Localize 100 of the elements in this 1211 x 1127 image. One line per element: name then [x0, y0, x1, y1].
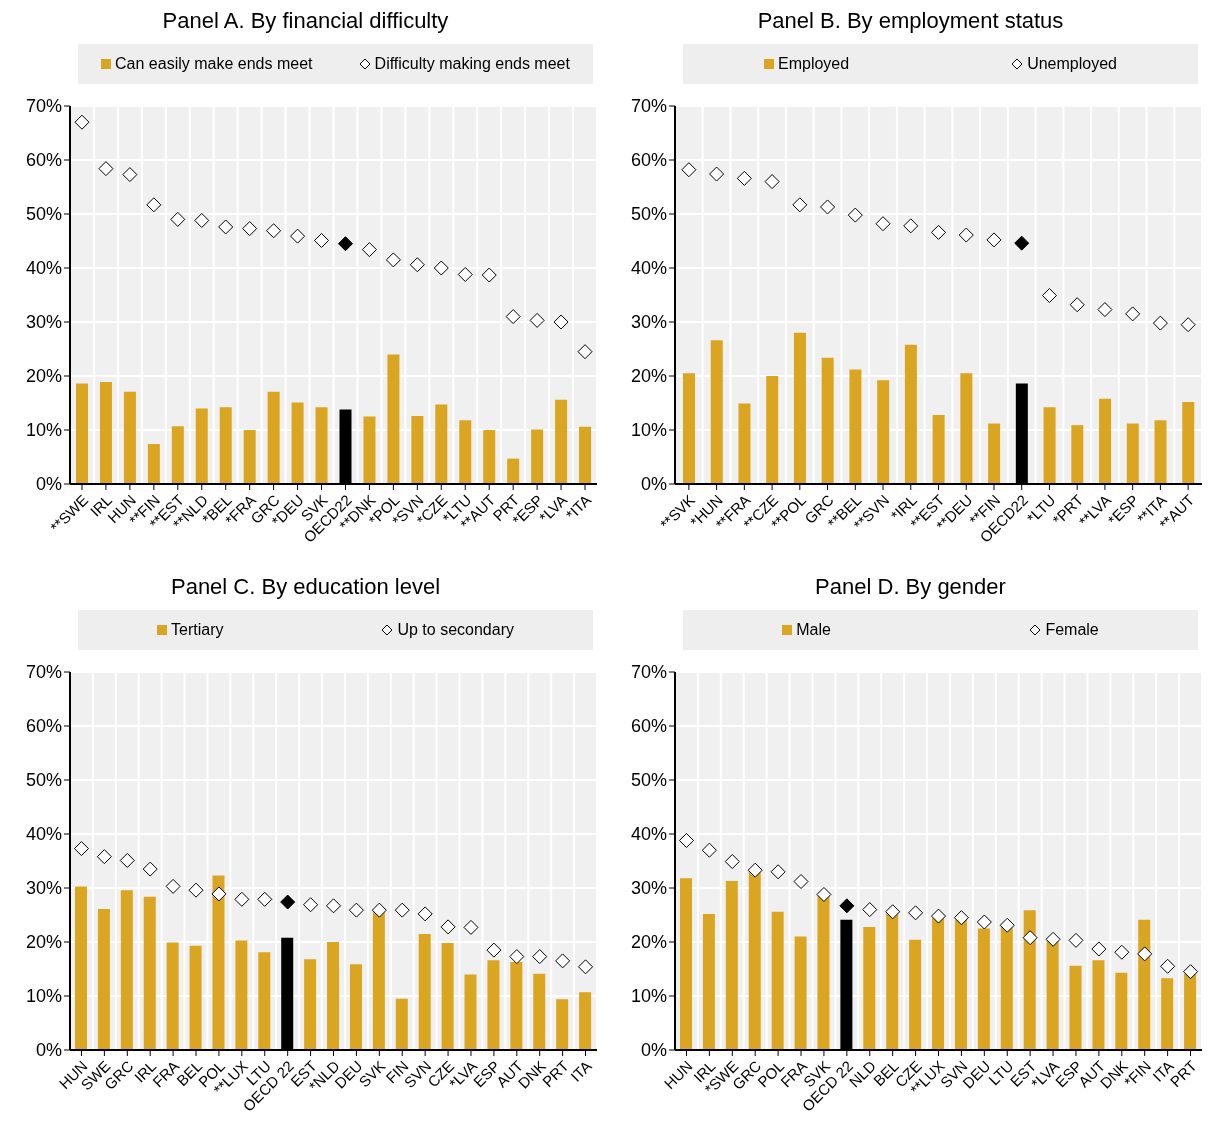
- bar: [97, 909, 110, 1050]
- bar: [510, 961, 523, 1050]
- bar: [195, 408, 208, 484]
- bar: [988, 423, 1001, 484]
- y-tick-label: 10%: [630, 986, 667, 1007]
- bar: [954, 919, 967, 1050]
- point: [908, 905, 924, 921]
- bar: [267, 391, 280, 484]
- y-tick-label: 70%: [25, 662, 62, 683]
- bar: [1023, 910, 1036, 1050]
- bar: [171, 426, 184, 484]
- point: [709, 166, 725, 182]
- y-tick-label: 20%: [630, 932, 667, 953]
- point: [481, 267, 497, 283]
- bar: [710, 340, 723, 484]
- point: [303, 897, 319, 913]
- point: [532, 949, 548, 965]
- point: [1091, 941, 1107, 957]
- y-tick-label: 50%: [630, 204, 667, 225]
- bar: [817, 895, 830, 1050]
- point: [98, 161, 114, 177]
- bar: [147, 444, 160, 484]
- point: [257, 891, 273, 907]
- bar: [877, 380, 890, 484]
- bar: [235, 940, 248, 1050]
- bar: [75, 886, 87, 1050]
- point: [958, 227, 974, 243]
- point: [73, 841, 89, 857]
- bar: [1043, 407, 1056, 484]
- point: [394, 902, 410, 918]
- bar: [794, 936, 807, 1050]
- bar: [960, 373, 973, 484]
- point: [885, 904, 901, 920]
- bar: [1069, 965, 1082, 1050]
- y-tick-label: 60%: [630, 150, 667, 171]
- point: [862, 902, 878, 918]
- bar: [363, 416, 376, 484]
- point: [218, 219, 234, 235]
- y-tick-label: 50%: [630, 770, 667, 791]
- point: [681, 162, 697, 178]
- point: [170, 211, 186, 227]
- bar: [435, 404, 448, 484]
- bar: [418, 933, 431, 1050]
- bar: [1182, 401, 1195, 484]
- bar: [372, 911, 385, 1050]
- point: [74, 114, 90, 130]
- bar: [579, 992, 592, 1050]
- point: [361, 242, 377, 258]
- bar: [395, 998, 408, 1050]
- legend-label: Employed: [777, 55, 850, 73]
- point: [820, 199, 836, 215]
- point: [931, 224, 946, 240]
- point: [875, 216, 891, 232]
- bar: [531, 429, 544, 484]
- point: [764, 174, 780, 190]
- bar: [1092, 960, 1105, 1050]
- point: [847, 207, 863, 223]
- y-tick-label: 30%: [630, 312, 667, 333]
- bar: [143, 896, 156, 1050]
- bar: [120, 890, 133, 1050]
- bar: [76, 383, 88, 484]
- bar: [725, 880, 738, 1050]
- bar: [886, 912, 899, 1050]
- point: [1069, 297, 1085, 313]
- bar: [315, 407, 328, 484]
- point: [678, 832, 694, 848]
- bar: [387, 354, 400, 484]
- point: [280, 894, 296, 910]
- y-tick-label: 40%: [630, 258, 667, 279]
- point: [529, 312, 545, 328]
- bar: [99, 381, 112, 484]
- y-tick-label: 70%: [630, 96, 667, 117]
- y-tick-label: 0%: [640, 1040, 667, 1061]
- point: [409, 257, 425, 273]
- bar: [821, 357, 834, 484]
- bar: [441, 943, 454, 1050]
- point: [417, 906, 433, 922]
- y-tick-label: 40%: [25, 258, 62, 279]
- bar: [932, 414, 945, 484]
- y-tick-label: 10%: [630, 420, 667, 441]
- bar: [258, 952, 271, 1050]
- point: [337, 236, 353, 252]
- point: [314, 232, 330, 248]
- y-tick-label: 30%: [25, 312, 62, 333]
- bar: [411, 415, 424, 484]
- legend-label: Male: [795, 621, 831, 639]
- y-tick-label: 10%: [25, 420, 62, 441]
- y-tick-label: 70%: [630, 662, 667, 683]
- point: [234, 891, 250, 907]
- point: [1041, 288, 1057, 304]
- y-tick-label: 20%: [630, 366, 667, 387]
- point: [976, 914, 992, 930]
- bar: [766, 376, 779, 484]
- y-tick-label: 60%: [630, 716, 667, 737]
- point: [463, 919, 479, 935]
- point: [736, 170, 752, 186]
- chart-title: Panel C. By education level: [169, 574, 442, 601]
- bar: [212, 875, 225, 1050]
- y-tick-label: 50%: [25, 770, 62, 791]
- legend-label: Tertiary: [170, 621, 224, 639]
